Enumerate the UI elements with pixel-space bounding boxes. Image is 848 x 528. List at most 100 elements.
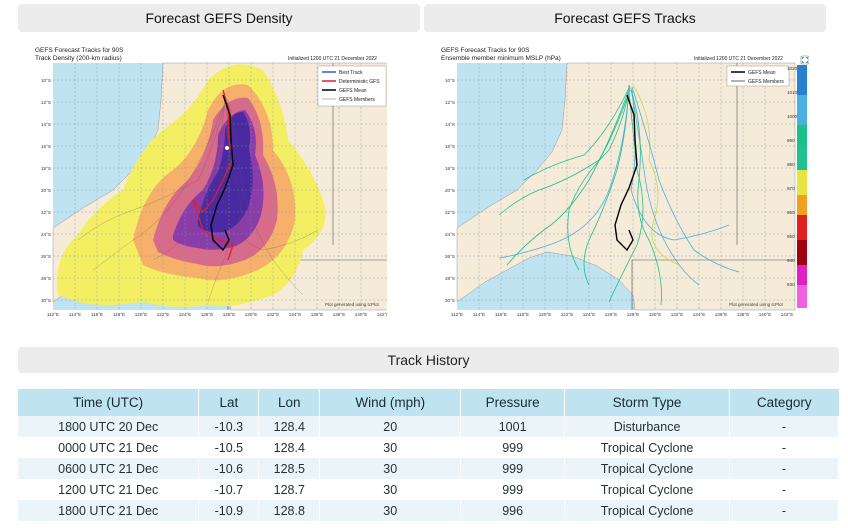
table-cell: -	[729, 479, 839, 500]
col-lat[interactable]: Lat	[198, 389, 260, 416]
tracks-lon-axis: 112°E 114°E 116°E 118°E 120°E 122°E 124°E 126°E…	[451, 312, 793, 317]
table-row: 1800 UTC 20 Dec -10.3 128.4 20 1001 Disturban…	[18, 416, 839, 437]
table-cell: 128.4	[258, 437, 321, 458]
lon-tick-label: 112°E	[47, 312, 59, 317]
table-body: 1800 UTC 20 Dec -10.3 128.4 20 1001 Disturban…	[18, 416, 839, 521]
lon-tick-label: 116°E	[91, 312, 103, 317]
lon-tick-label: 114°E	[473, 312, 485, 317]
lat-tick-label: 28°S	[445, 276, 455, 281]
lat-tick-label: 20°S	[41, 188, 51, 193]
table-cell: -10.7	[198, 479, 260, 500]
table-cell: Tropical Cyclone	[564, 437, 730, 458]
col-wind[interactable]: Wind (mph)	[319, 389, 462, 416]
lon-tick-label: 118°E	[113, 312, 125, 317]
table-cell: -	[729, 500, 839, 521]
lat-tick-label: 14°S	[445, 122, 455, 127]
lat-tick-label: 24°S	[41, 232, 51, 237]
lon-tick-label: 128°E	[627, 312, 640, 317]
table-cell: 1800 UTC 20 Dec	[18, 416, 200, 437]
table-cell: 30	[319, 500, 462, 521]
density-lon-axis: 112°E 114°E 116°E 118°E 120°E 122°E 124°E 126°E…	[47, 312, 387, 317]
lon-tick-label: 124°E	[583, 312, 596, 317]
lat-tick-label: 22°S	[41, 210, 51, 215]
col-pressure[interactable]: Pressure	[460, 389, 566, 416]
table-cell: -	[729, 458, 839, 479]
density-panel-heading: Forecast GEFS Density	[18, 4, 420, 32]
legend-members: GEFS Members	[339, 97, 375, 103]
lon-tick-label: 134°E	[289, 312, 302, 317]
lon-tick-label: 130°E	[649, 312, 662, 317]
tracks-initialized: Initialized 1200 UTC 21 December 2022	[694, 56, 783, 62]
tracks-legend-members: GEFS Members	[748, 79, 784, 85]
table-cell: 1001	[460, 416, 566, 437]
table-cell: Tropical Cyclone	[564, 500, 730, 521]
table-cell: 30	[319, 479, 462, 500]
lon-tick-label: 120°E	[539, 312, 552, 317]
lon-tick-label: 122°E	[157, 312, 170, 317]
lat-tick-label: 10°S	[445, 78, 455, 83]
lon-tick-label: 122°E	[561, 312, 574, 317]
col-time[interactable]: Time (UTC)	[18, 389, 200, 416]
col-storm-type[interactable]: Storm Type	[564, 389, 730, 416]
table-cell: 20	[319, 416, 462, 437]
lat-tick-label: 14°S	[41, 122, 51, 127]
table-cell: 1800 UTC 21 Dec	[18, 500, 200, 521]
table-cell: 999	[460, 458, 566, 479]
tracks-title-line2: Ensemble member minimum MSLP (hPa)	[441, 55, 561, 62]
lon-tick-label: 116°E	[495, 312, 507, 317]
lon-tick-label: 128°E	[223, 312, 236, 317]
table-cell: 1200 UTC 21 Dec	[18, 479, 200, 500]
table-cell: 128.4	[258, 416, 321, 437]
colorbar-tick-label: 1020	[787, 66, 798, 71]
tracks-map[interactable]: GEFS Forecast Tracks for 90S Ensemble me…	[439, 40, 809, 318]
table-cell: 996	[460, 500, 566, 521]
expand-icon[interactable]	[800, 55, 809, 65]
density-map[interactable]: GEFS Forecast Tracks for 90S Track Densi…	[33, 40, 387, 318]
lon-tick-label: 132°E	[671, 312, 684, 317]
lat-tick-label: 16°S	[41, 144, 51, 149]
tracks-legend: GEFS Mean GEFS Members	[726, 65, 790, 87]
tracks-title-line1: GEFS Forecast Tracks for 90S	[441, 47, 530, 54]
table-cell: -	[729, 416, 839, 437]
table-row: 0000 UTC 21 Dec -10.5 128.4 30 999 Tropical C…	[18, 437, 839, 458]
density-legend: Best Track Deterministic GFS GEFS Mean G…	[317, 65, 387, 107]
lat-tick-label: 18°S	[41, 166, 51, 171]
lon-tick-label: 124°E	[179, 312, 192, 317]
density-credit: Plot generated using tcPlot	[325, 302, 380, 307]
table-cell: -	[729, 437, 839, 458]
table-cell: 0600 UTC 21 Dec	[18, 458, 200, 479]
table-cell: -10.3	[198, 416, 260, 437]
lon-tick-label: 120°E	[135, 312, 148, 317]
lon-tick-label: 140°E	[355, 312, 368, 317]
density-title-line1: GEFS Forecast Tracks for 90S	[35, 47, 124, 54]
legend-mean: GEFS Mean	[339, 88, 367, 94]
track-history-table: Time (UTC) Lat Lon Wind (mph) Pressure S…	[18, 389, 839, 521]
colorbar-tick-label: 1010	[787, 90, 798, 95]
table-cell: 30	[319, 458, 462, 479]
table-cell: 30	[319, 437, 462, 458]
tracks-credit: Plot generated using tcPlot	[729, 302, 784, 307]
lat-tick-label: 18°S	[445, 166, 455, 171]
track-history-heading: Track History	[18, 347, 839, 373]
lat-tick-label: 26°S	[445, 254, 455, 259]
table-row: 1800 UTC 21 Dec -10.9 128.8 30 996 Tropical C…	[18, 500, 839, 521]
lon-tick-label: 126°E	[201, 312, 214, 317]
lon-tick-label: 132°E	[267, 312, 280, 317]
col-category[interactable]: Category	[729, 389, 839, 416]
tracks-lat-axis: 10°S 12°S 14°S 16°S 18°S 20°S 22°S 24°S 26°S 28°S…	[445, 78, 455, 303]
lon-tick-label: 118°E	[517, 312, 529, 317]
table-cell: 999	[460, 437, 566, 458]
col-lon[interactable]: Lon	[258, 389, 321, 416]
table-cell: -10.5	[198, 437, 260, 458]
tracks-plot-area	[456, 62, 796, 311]
table-row: 0600 UTC 21 Dec -10.6 128.5 30 999 Tropical C…	[18, 458, 839, 479]
lon-tick-label: 136°E	[311, 312, 324, 317]
legend-best-track: Best Track	[339, 70, 363, 76]
colorbar-tick-label: 940	[787, 258, 795, 263]
lat-tick-label: 24°S	[445, 232, 455, 237]
lon-tick-label: 138°E	[737, 312, 750, 317]
lon-tick-label: 114°E	[69, 312, 81, 317]
lat-tick-label: 30°S	[445, 298, 455, 303]
colorbar-tick-label: 950	[787, 234, 795, 239]
table-row: 1200 UTC 21 Dec -10.7 128.7 30 999 Tropical C…	[18, 479, 839, 500]
